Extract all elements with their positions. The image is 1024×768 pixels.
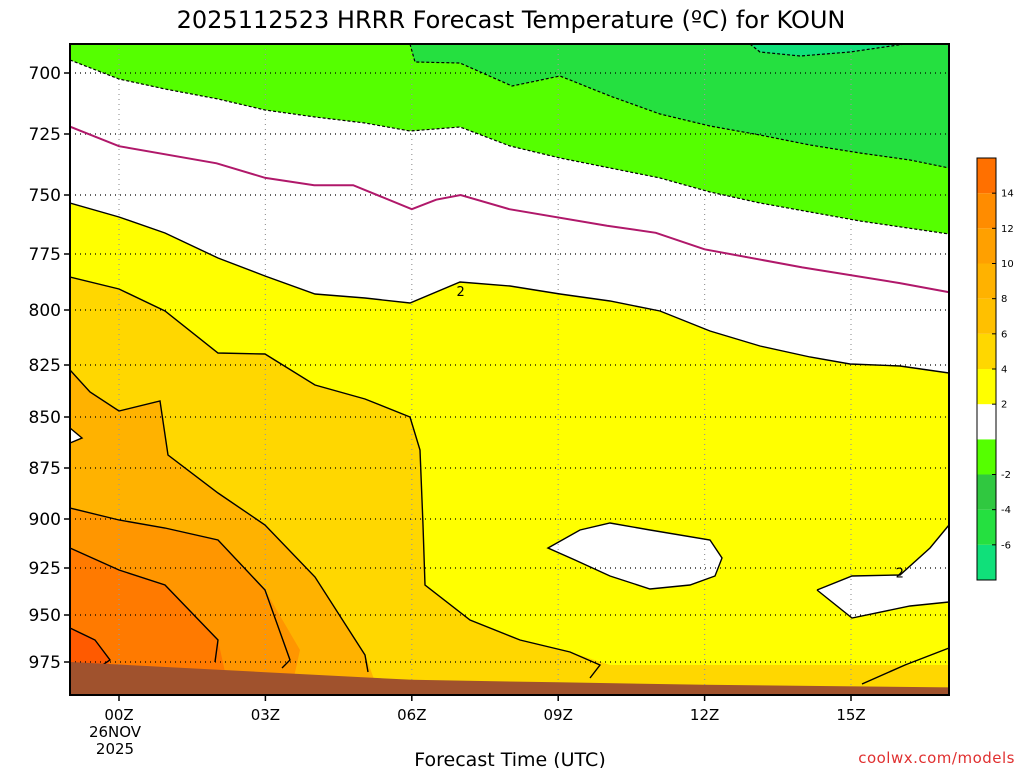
colorbar-swatch [977, 158, 996, 194]
colorbar-swatch [977, 263, 996, 299]
x-tick-label: 00Z [104, 706, 133, 724]
x-tick-sublabel: 26NOV [89, 723, 142, 741]
negative-contour-line [409, 44, 949, 169]
colorbar-tick-label: -4 [1001, 505, 1011, 516]
contour-line [70, 547, 219, 663]
colorbar-swatch [977, 474, 996, 510]
contour-lines [70, 44, 949, 685]
y-tick-label: 950 [29, 606, 61, 626]
plot-area [70, 44, 949, 695]
colorbar-tick-label: -2 [1001, 470, 1011, 481]
fill-green-teal-region [750, 44, 905, 56]
colorbar-swatch [977, 298, 996, 334]
colorbar-tick-label: 8 [1001, 294, 1007, 305]
ground-surface [70, 662, 949, 695]
x-tick-sublabel: 2025 [96, 740, 134, 758]
colorbar-tick-label: 12 [1001, 224, 1014, 235]
negative-contour-line [749, 44, 906, 57]
colorbar-swatch [977, 228, 996, 264]
contour-line [816, 524, 949, 591]
x-tick-label: 03Z [251, 706, 280, 724]
x-tick-label: 12Z [690, 706, 719, 724]
credit-text: coolwx.com/models [858, 749, 1015, 767]
y-axis-ticks: 700 725 750 775 800 825 850 875 900 925 950 975 [29, 64, 70, 673]
x-tick-label: 15Z [836, 706, 865, 724]
colorbar-swatch [977, 333, 996, 369]
x-axis-label: Forecast Time (UTC) [414, 749, 605, 768]
temperature-fills [70, 44, 949, 695]
colorbar-swatch [977, 544, 996, 580]
zero-isotherm-line [70, 125, 949, 294]
x-tick-label: 09Z [544, 706, 573, 724]
fill-green-mid-region [410, 44, 949, 168]
contour-line [70, 507, 291, 669]
colorbar-swatch [977, 404, 996, 440]
y-tick-label: 700 [29, 64, 61, 84]
y-tick-label: 900 [29, 510, 61, 530]
x-tick-label: 06Z [397, 706, 426, 724]
contour-label: 2 [456, 285, 464, 300]
colorbar-tick-label: 6 [1001, 329, 1007, 340]
contour-line [816, 589, 949, 619]
colorbar-tick-label: 2 [1001, 400, 1007, 411]
y-tick-label: 850 [29, 408, 61, 428]
y-tick-label: 775 [29, 245, 61, 265]
y-tick-label: 800 [29, 301, 61, 321]
contour-labels: 22 [456, 285, 904, 582]
colorbar-swatch [977, 193, 996, 229]
y-tick-label: 825 [29, 356, 61, 376]
negative-contour-line [70, 59, 949, 235]
colorbar-swatch [977, 439, 996, 475]
contour-line [861, 647, 949, 685]
grid-lines [70, 44, 949, 695]
fill-white-pocket-right [817, 525, 949, 618]
colorbar-tick-label: 10 [1001, 259, 1014, 270]
contour-line [70, 276, 602, 679]
y-tick-label: 875 [29, 459, 61, 479]
y-tick-label: 725 [29, 125, 61, 145]
colorbar-tick-label: 4 [1001, 365, 1007, 376]
colorbar-tick-label: 14 [1001, 189, 1014, 200]
plot-frame [69, 43, 950, 696]
y-tick-label: 975 [29, 653, 61, 673]
fill-white-pocket-mid [548, 523, 722, 589]
y-tick-label: 750 [29, 186, 61, 206]
contour-line [70, 369, 369, 673]
contour-line [546, 522, 723, 590]
contour-line [70, 427, 84, 444]
ground-mask [70, 662, 949, 695]
colorbar-swatch [977, 509, 996, 545]
colorbar: -6 -4 -2 2 4 6 8 10 12 14 [976, 157, 1014, 581]
y-tick-label: 925 [29, 559, 61, 579]
colorbar-tick-label: -6 [1001, 540, 1011, 551]
colorbar-swatch [977, 369, 996, 405]
contour-line [70, 202, 949, 374]
fill-orange-dark-region [70, 548, 230, 695]
chart-title: 2025112523 HRRR Forecast Temperature (ºC… [177, 6, 846, 34]
contour-label: 2 [896, 567, 904, 582]
